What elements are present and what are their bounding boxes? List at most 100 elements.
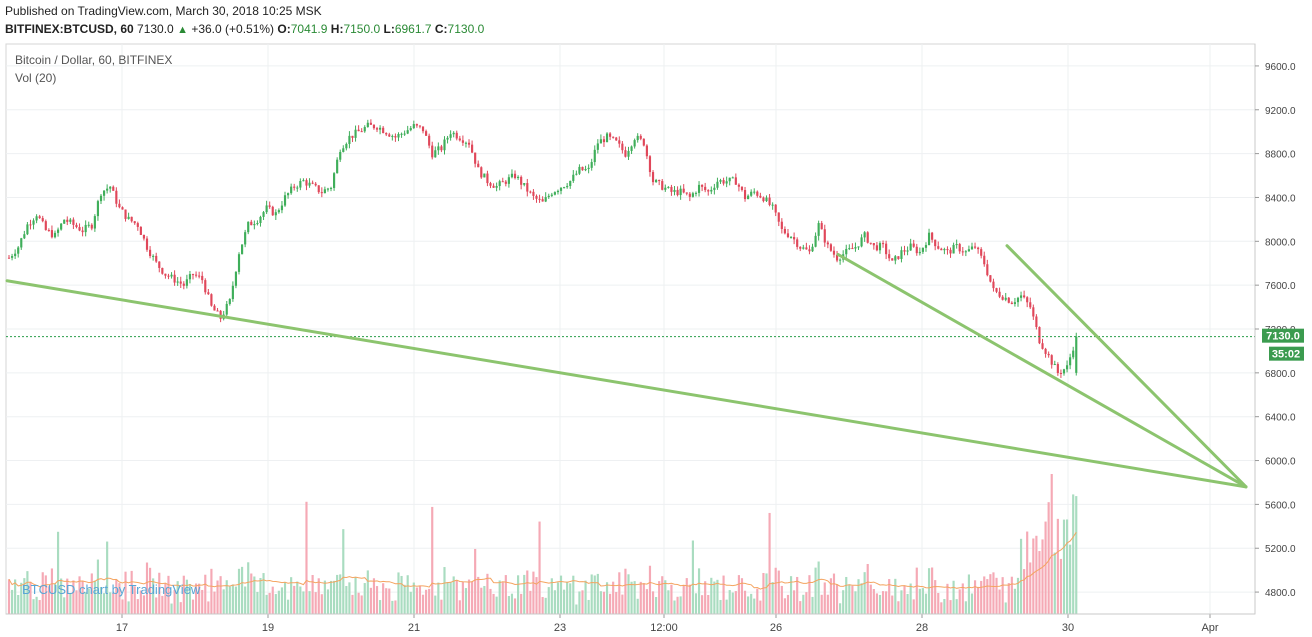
volume-bar bbox=[771, 582, 774, 614]
volume-bar bbox=[299, 586, 302, 614]
volume-bar bbox=[391, 600, 394, 614]
volume-bar bbox=[38, 600, 41, 614]
volume-bar bbox=[563, 589, 566, 614]
volume-bar bbox=[740, 578, 744, 614]
volume-bar bbox=[87, 588, 90, 614]
candle-body bbox=[854, 247, 857, 249]
candle-body bbox=[320, 192, 323, 194]
volume-bar bbox=[940, 602, 943, 614]
candle-body bbox=[1004, 297, 1007, 300]
candle-body bbox=[72, 219, 75, 225]
volume-bar bbox=[1004, 602, 1007, 614]
volume-bar bbox=[673, 600, 676, 614]
published-line: Published on TradingView.com, March 30, … bbox=[5, 4, 322, 18]
candle-body bbox=[1016, 297, 1020, 303]
price-chart[interactable]: Bitcoin / Dollar, 60, BITFINEX Vol (20) … bbox=[0, 40, 1312, 637]
volume-bar bbox=[725, 599, 728, 614]
volume-bar bbox=[320, 594, 323, 614]
volume-bar bbox=[142, 595, 146, 614]
volume-bar bbox=[575, 604, 578, 614]
volume-bar bbox=[888, 579, 891, 614]
candle-body bbox=[256, 222, 259, 225]
volume-bar bbox=[210, 568, 213, 614]
candle-body bbox=[731, 177, 734, 179]
candle-body bbox=[250, 221, 253, 226]
candle-body bbox=[489, 183, 492, 186]
volume-legend: Vol (20) bbox=[15, 71, 56, 85]
volume-bar bbox=[382, 583, 385, 614]
candle-body bbox=[17, 247, 20, 254]
volume-bar bbox=[578, 591, 581, 614]
candle-body bbox=[802, 247, 805, 249]
candle-body bbox=[661, 181, 664, 190]
candle-body bbox=[572, 174, 575, 181]
candle-body bbox=[872, 243, 875, 246]
volume-bar bbox=[881, 591, 885, 614]
candle-body bbox=[259, 216, 262, 223]
price-badge-text: 7130.0 bbox=[1266, 331, 1300, 343]
candle-body bbox=[449, 134, 452, 138]
ohlc-line: BITFINEX:BTCUSD, 60 7130.0 ▲ +36.0 (+0.5… bbox=[5, 22, 484, 36]
volume-bar bbox=[477, 576, 480, 614]
trendlines[interactable] bbox=[5, 244, 1248, 489]
volume-bar bbox=[394, 600, 397, 614]
candle-body bbox=[1059, 373, 1063, 375]
trendline bbox=[836, 252, 1248, 489]
candle-body bbox=[848, 248, 851, 250]
candle-body bbox=[722, 180, 725, 184]
watermark: BTCUSD chart by TradingView bbox=[22, 582, 201, 597]
volume-bar bbox=[314, 592, 317, 614]
open-value: 7041.9 bbox=[290, 22, 328, 36]
candle-body bbox=[609, 133, 612, 137]
volume-bar bbox=[780, 585, 783, 614]
volume-bar bbox=[872, 588, 875, 614]
volume-bar bbox=[1026, 531, 1029, 614]
candle-body bbox=[771, 204, 774, 206]
volume-bar bbox=[875, 593, 878, 614]
volume-bar bbox=[17, 594, 20, 614]
candle-body bbox=[7, 257, 11, 259]
candle-body bbox=[440, 146, 443, 151]
candle-body bbox=[697, 184, 701, 193]
volume-bar bbox=[544, 597, 547, 614]
volume-bar bbox=[363, 583, 366, 614]
volume-bar bbox=[737, 575, 740, 614]
volume-bar bbox=[909, 583, 912, 614]
candle-body bbox=[44, 221, 47, 230]
candle-body bbox=[93, 216, 96, 229]
up-arrow-icon: ▲ bbox=[177, 24, 188, 36]
candle-body bbox=[155, 255, 158, 262]
candle-body bbox=[943, 249, 946, 251]
volume-bar bbox=[878, 594, 882, 614]
candle-body bbox=[56, 229, 60, 233]
candle-body bbox=[1007, 297, 1010, 303]
volume-bar bbox=[1050, 474, 1053, 614]
candle-body bbox=[90, 224, 93, 229]
volume-bar bbox=[1016, 577, 1020, 614]
volume-bar bbox=[869, 584, 872, 614]
candle-body bbox=[891, 258, 894, 261]
volume-bar bbox=[385, 588, 388, 614]
volume-bar bbox=[547, 587, 550, 614]
candle-body bbox=[688, 193, 691, 197]
volume-bar bbox=[538, 521, 541, 614]
volume-bar bbox=[743, 590, 747, 614]
candle-body bbox=[455, 132, 458, 139]
volume-bar bbox=[664, 580, 667, 614]
volume-bar bbox=[713, 581, 716, 614]
candle-body bbox=[977, 247, 980, 250]
candle-body bbox=[716, 181, 719, 188]
candle-body bbox=[213, 305, 216, 311]
chart-header: Published on TradingView.com, March 30, … bbox=[0, 0, 1312, 40]
x-axis[interactable]: 17 19 21 23 12:00 26 28 30 Apr bbox=[6, 613, 1255, 634]
candle-body bbox=[188, 274, 192, 280]
candle-body bbox=[520, 176, 523, 185]
candle-body bbox=[397, 134, 400, 138]
candle-body bbox=[878, 243, 882, 251]
volume-bar bbox=[722, 575, 725, 614]
volume-bar bbox=[590, 574, 593, 614]
volume-bar bbox=[731, 592, 734, 614]
volume-bar bbox=[1053, 552, 1056, 614]
candle-body bbox=[372, 124, 376, 129]
candle-body bbox=[379, 127, 382, 130]
